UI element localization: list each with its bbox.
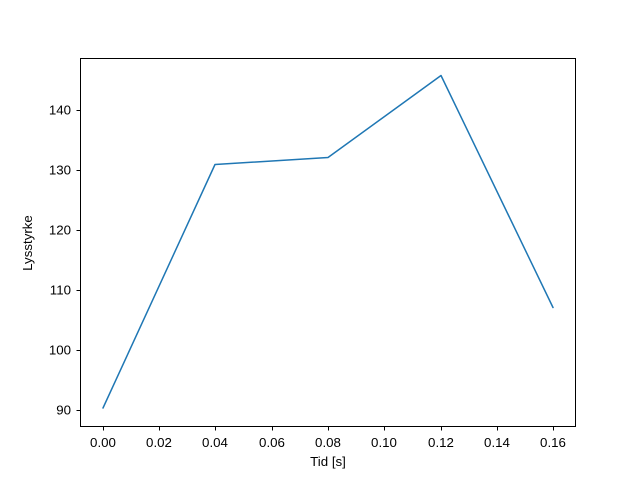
svg-text:0.06: 0.06: [259, 435, 285, 450]
svg-text:0.16: 0.16: [540, 435, 566, 450]
svg-text:0.12: 0.12: [428, 435, 454, 450]
svg-text:0.14: 0.14: [484, 435, 510, 450]
svg-text:Tid [s]: Tid [s]: [310, 454, 346, 469]
svg-text:120: 120: [49, 223, 71, 238]
svg-text:130: 130: [49, 163, 71, 178]
svg-text:0.04: 0.04: [202, 435, 228, 450]
svg-text:0.02: 0.02: [146, 435, 172, 450]
svg-text:140: 140: [49, 103, 71, 118]
svg-text:Lysstyrke: Lysstyrke: [20, 215, 35, 271]
svg-text:90: 90: [56, 403, 71, 418]
svg-text:0.10: 0.10: [371, 435, 397, 450]
svg-text:110: 110: [50, 283, 71, 298]
svg-text:100: 100: [49, 343, 71, 358]
svg-text:0.00: 0.00: [90, 435, 116, 450]
svg-text:0.08: 0.08: [315, 435, 341, 450]
